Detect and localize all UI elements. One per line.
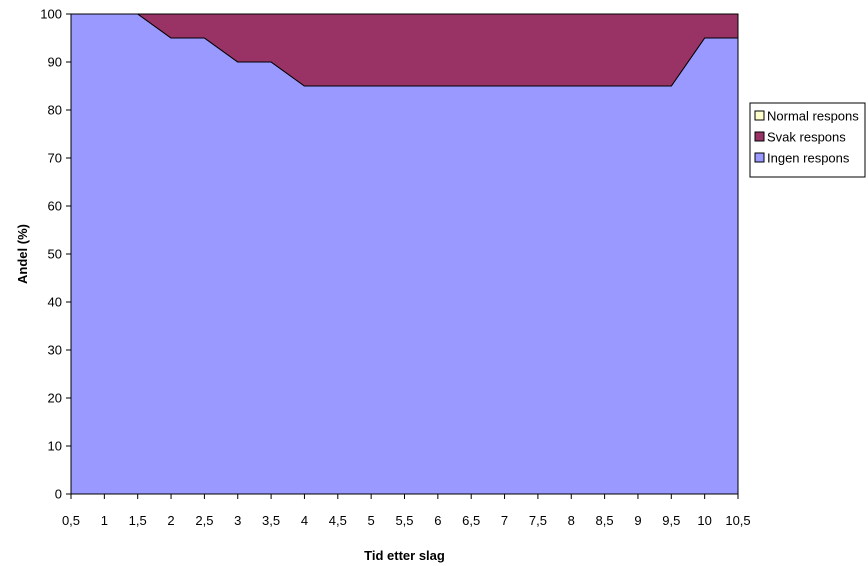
y-tick-label: 100	[40, 7, 62, 22]
x-tick-label: 4,5	[329, 513, 347, 528]
x-tick-label: 6	[434, 513, 441, 528]
series-areas	[70, 13, 739, 495]
x-tick-label: 3	[234, 513, 241, 528]
x-tick-label: 1,5	[129, 513, 147, 528]
legend-frame	[749, 102, 866, 178]
y-tick-label: 60	[48, 199, 62, 214]
x-tick-label: 4	[301, 513, 308, 528]
x-tick-label: 7,5	[529, 513, 547, 528]
y-tick-label: 0	[55, 487, 62, 502]
y-axis-title: Andel (%)	[15, 224, 30, 284]
x-tick-label: 9	[634, 513, 641, 528]
y-axis-ticks: 0 10 20 30 40 50 60 70 80 90 100	[40, 7, 71, 502]
x-tick-label: 2	[167, 513, 174, 528]
x-tick-label: 8	[568, 513, 575, 528]
x-tick-label: 5,5	[395, 513, 413, 528]
x-tick-label: 6,5	[462, 513, 480, 528]
y-tick-label: 20	[48, 391, 62, 406]
y-tick-label: 90	[48, 55, 62, 70]
x-tick-label: 0,5	[62, 513, 80, 528]
y-tick-label: 70	[48, 151, 62, 166]
x-tick-label: 3,5	[262, 513, 280, 528]
y-tick-label: 30	[48, 343, 62, 358]
x-tick-label: 7	[501, 513, 508, 528]
x-tick-label: 9,5	[662, 513, 680, 528]
legend: Normal respons Svak respons Ingen respons	[749, 102, 866, 178]
x-tick-label: 1	[101, 513, 108, 528]
legend-label-ingen-respons: Ingen respons	[767, 151, 850, 166]
x-tick-label: 8,5	[596, 513, 614, 528]
x-axis-title: Tid etter slag	[364, 548, 445, 563]
x-tick-label: 5	[368, 513, 375, 528]
x-tick-label: 2,5	[195, 513, 213, 528]
x-tick-label: 10	[697, 513, 711, 528]
y-tick-label: 40	[48, 295, 62, 310]
legend-swatch-svak-respons	[754, 131, 765, 142]
y-tick-label: 10	[48, 439, 62, 454]
legend-swatch-ingen-respons	[754, 152, 765, 163]
legend-swatch-normal-respons	[754, 110, 765, 121]
x-axis-ticks: 0,5 1 1,5 2 2,5 3 3,5 4 4,5 5 5,5 6 6,5 7 7,5 8 8,5 9 9,5 1…	[62, 494, 751, 528]
legend-label-normal-respons: Normal respons	[767, 109, 859, 124]
x-tick-label: 10,5	[725, 513, 750, 528]
y-tick-label: 50	[48, 247, 62, 262]
y-tick-label: 80	[48, 103, 62, 118]
legend-label-svak-respons: Svak respons	[767, 130, 846, 145]
